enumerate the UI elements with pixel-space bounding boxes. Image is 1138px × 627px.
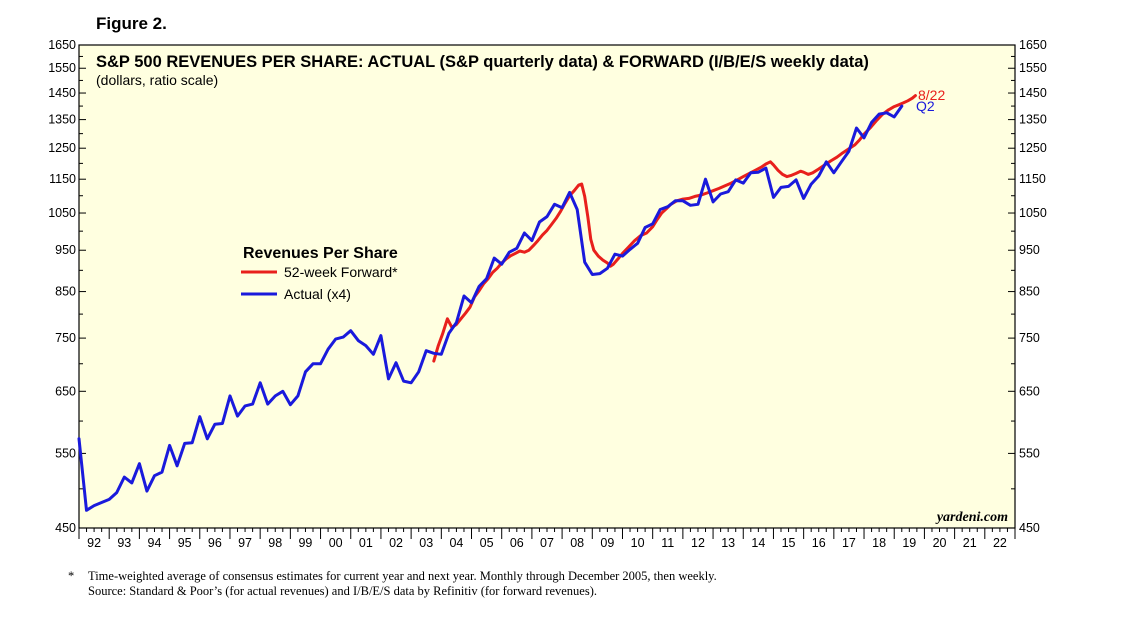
chart-title: S&P 500 REVENUES PER SHARE: ACTUAL (S&P … xyxy=(96,53,869,71)
x-tick-label: 99 xyxy=(298,536,312,550)
x-tick-label: 10 xyxy=(631,536,645,550)
x-tick-label: 93 xyxy=(117,536,131,550)
end-label-actual: Q2 xyxy=(916,98,935,114)
y-tick-label-left: 1350 xyxy=(48,113,76,127)
y-tick-label-right: 1050 xyxy=(1019,206,1047,220)
y-tick-label-right: 450 xyxy=(1019,521,1040,535)
x-tick-label: 22 xyxy=(993,536,1007,550)
watermark: yardeni.com xyxy=(935,510,1008,525)
chart-subtitle: (dollars, ratio scale) xyxy=(96,72,218,88)
end-label-forward: 8/22 xyxy=(918,87,945,103)
x-tick-label: 01 xyxy=(359,536,373,550)
y-tick-label-right: 1650 xyxy=(1019,38,1047,52)
y-tick-label-right: 650 xyxy=(1019,384,1040,398)
series-layer xyxy=(77,94,917,512)
series-line-actual xyxy=(77,104,904,512)
legend-label-forward: 52-week Forward* xyxy=(284,264,398,280)
x-tick-label: 07 xyxy=(540,536,554,550)
y-tick-label-right: 1250 xyxy=(1019,141,1047,155)
y-tick-label-left: 1550 xyxy=(48,61,76,75)
x-tick-label: 16 xyxy=(812,536,826,550)
x-tick-label: 13 xyxy=(721,536,735,550)
y-axis-left: 450 550 650 750 850 950 1050 1150 1250 1350 1450 15… xyxy=(48,38,86,535)
y-tick-label-right: 550 xyxy=(1019,446,1040,460)
y-tick-label-left: 550 xyxy=(55,446,76,460)
x-tick-label: 19 xyxy=(902,536,916,550)
y-axis-right: 450 550 650 750 850 950 1050 1150 1250 1350 1450 15… xyxy=(1008,38,1047,535)
y-tick-label-left: 1150 xyxy=(49,172,76,186)
x-tick-label: 11 xyxy=(661,536,674,550)
footnote-marker: * xyxy=(68,569,75,583)
revenue-chart: 450 550 650 750 850 950 1050 1150 1250 1350 1450 15… xyxy=(48,38,1047,550)
x-tick-label: 06 xyxy=(510,536,524,550)
y-tick-label-left: 1050 xyxy=(48,206,76,220)
x-tick-label: 15 xyxy=(782,536,796,550)
y-tick-label-left: 650 xyxy=(55,384,76,398)
y-tick-label-left: 1650 xyxy=(48,38,76,52)
legend-title: Revenues Per Share xyxy=(243,245,398,262)
x-tick-label: 00 xyxy=(329,536,343,550)
x-tick-label: 20 xyxy=(933,536,947,550)
x-tick-label: 04 xyxy=(449,536,463,550)
x-tick-label: 12 xyxy=(691,536,705,550)
x-tick-label: 08 xyxy=(570,536,584,550)
y-tick-label-left: 850 xyxy=(55,285,76,299)
legend-label-actual: Actual (x4) xyxy=(284,286,351,302)
y-tick-label-right: 750 xyxy=(1019,331,1040,345)
figure-label: Figure 2. xyxy=(96,14,167,33)
x-tick-label: 17 xyxy=(842,536,856,550)
x-tick-label: 21 xyxy=(963,536,977,550)
x-tick-label: 96 xyxy=(208,536,222,550)
y-tick-label-left: 750 xyxy=(55,331,76,345)
y-tick-label-left: 1250 xyxy=(48,141,76,155)
footnote-line-1: Time-weighted average of consensus estim… xyxy=(88,569,717,583)
y-tick-label-left: 1450 xyxy=(48,86,76,100)
x-tick-label: 98 xyxy=(268,536,282,550)
x-tick-label: 95 xyxy=(178,536,192,550)
y-tick-label-left: 450 xyxy=(55,521,76,535)
footnote: * Time-weighted average of consensus esti… xyxy=(68,569,717,599)
y-tick-label-right: 850 xyxy=(1019,285,1040,299)
x-tick-label: 97 xyxy=(238,536,252,550)
x-tick-label: 94 xyxy=(148,536,162,550)
legend: Revenues Per Share 52-week Forward* Actu… xyxy=(241,245,398,302)
y-tick-label-right: 1350 xyxy=(1019,113,1047,127)
x-tick-label: 02 xyxy=(389,536,403,550)
y-tick-label-right: 1550 xyxy=(1019,61,1047,75)
x-axis: 92 93 94 95 96 97 98 99 00 01 02 03 04 05 06 07 08 09 10 11… xyxy=(78,528,1016,550)
x-tick-label: 92 xyxy=(87,536,101,550)
y-tick-label-right: 950 xyxy=(1019,243,1040,257)
footnote-line-2: Source: Standard & Poor’s (for actual re… xyxy=(88,584,597,598)
plot-area xyxy=(78,44,1016,529)
y-tick-label-right: 1150 xyxy=(1019,172,1046,186)
y-tick-label-right: 1450 xyxy=(1019,86,1047,100)
x-tick-label: 09 xyxy=(600,536,614,550)
x-tick-label: 14 xyxy=(751,536,765,550)
x-tick-label: 03 xyxy=(419,536,433,550)
x-tick-label: 05 xyxy=(480,536,494,550)
x-tick-label: 18 xyxy=(872,536,886,550)
y-tick-label-left: 950 xyxy=(55,243,76,257)
